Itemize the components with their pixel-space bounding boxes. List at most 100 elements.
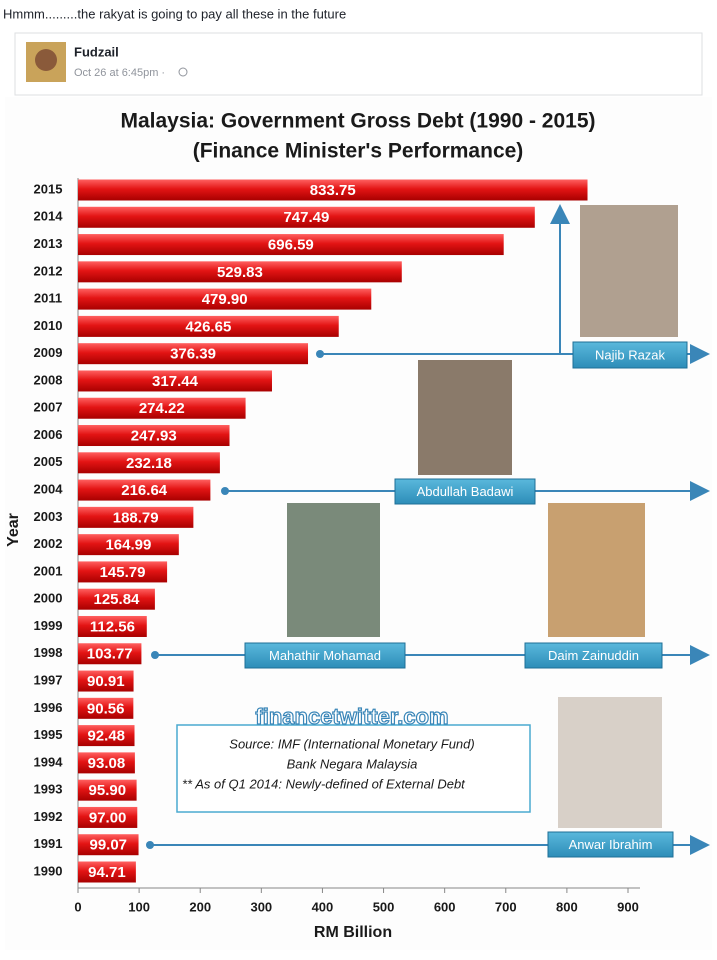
- bar: [78, 288, 372, 310]
- y-tick-label: 2013: [34, 236, 63, 251]
- y-axis-label: Year: [5, 513, 22, 547]
- bar: [78, 343, 309, 365]
- bar: [78, 861, 136, 883]
- y-tick-label: 1990: [34, 863, 63, 878]
- bar: [78, 670, 134, 692]
- name-box: [394, 478, 536, 505]
- x-axis-label: RM Billion: [314, 924, 392, 941]
- value-label: 112.56: [90, 618, 135, 635]
- photo-anwar: [558, 697, 662, 828]
- arrow-dot: [146, 841, 154, 849]
- value-label: 247.93: [131, 427, 177, 444]
- annotations: [146, 204, 710, 855]
- source-line: Source: IMF (International Monetary Fund…: [229, 736, 474, 751]
- value-label: 103.77: [87, 646, 133, 663]
- y-tick-label: 2012: [34, 263, 63, 278]
- y-tick-label: 2005: [34, 454, 63, 469]
- x-tick-label: 100: [128, 899, 150, 914]
- value-label: 93.08: [88, 755, 126, 772]
- y-tick-label: 2010: [34, 318, 63, 333]
- bar: [78, 315, 339, 337]
- annotation: Anwar Ibrahim: [569, 837, 653, 852]
- value-label: 125.84: [94, 591, 141, 608]
- x-tick-label: 600: [434, 899, 456, 914]
- name-box: [547, 831, 674, 858]
- chart-title: Malaysia: Government Gross Debt (1990 - …: [120, 110, 595, 133]
- y-tick-label: 2000: [34, 591, 63, 606]
- x-tick-label: 900: [617, 899, 639, 914]
- arrow-dot: [221, 487, 229, 495]
- bar: [78, 697, 134, 719]
- value-label: 696.59: [268, 237, 314, 254]
- y-tick-label: 2002: [34, 536, 63, 551]
- annotation: Daim Zainuddin: [548, 648, 639, 663]
- author-name[interactable]: Fudzail: [74, 44, 119, 59]
- value-label: 216.64: [121, 482, 168, 499]
- value-label: 164.99: [105, 537, 151, 554]
- bar: [78, 534, 179, 556]
- y-tick-label: 1992: [34, 809, 63, 824]
- y-tick-label: 2009: [34, 345, 63, 360]
- y-tick-label: 2015: [34, 181, 63, 196]
- value-label: 747.49: [283, 209, 329, 226]
- value-label: 833.75: [310, 182, 356, 199]
- value-label: 426.65: [185, 318, 231, 335]
- x-tick-label: 200: [189, 899, 211, 914]
- bar: [78, 506, 194, 528]
- y-tick-label: 2006: [34, 427, 63, 442]
- value-label: 90.91: [87, 673, 125, 690]
- value-label: 274.22: [139, 400, 185, 417]
- arrow-dot: [316, 350, 324, 358]
- source-line: ** As of Q1 2014: Newly-defined of Exter…: [182, 776, 466, 791]
- name-box: [572, 341, 688, 369]
- y-tick-label: 2003: [34, 509, 63, 524]
- bar: [78, 834, 139, 856]
- photo-abdullah: [418, 360, 512, 475]
- y-tick-label: 2007: [34, 400, 63, 415]
- watermark: financetwitter.com: [255, 704, 448, 729]
- y-tick-label: 1996: [34, 700, 63, 715]
- value-label: 145.79: [100, 564, 146, 581]
- y-tick-label: 2014: [34, 209, 64, 224]
- bar: [78, 234, 504, 256]
- value-label: 376.39: [170, 346, 216, 363]
- privacy-icon: [178, 67, 188, 77]
- bar: [78, 452, 220, 474]
- x-tick-label: 300: [250, 899, 272, 914]
- timestamp[interactable]: Oct 26 at 6:45pm ·: [74, 67, 165, 79]
- bar: [78, 643, 142, 665]
- y-tick-label: 1995: [34, 727, 63, 742]
- x-tick-label: 400: [312, 899, 334, 914]
- bar: [78, 370, 272, 392]
- name-box: [524, 642, 663, 669]
- y-tick-label: 1994: [34, 754, 64, 769]
- bar: [78, 615, 147, 637]
- bar: [78, 588, 155, 610]
- bar: [78, 752, 135, 774]
- photo-daim: [548, 503, 645, 637]
- x-tick-label: 700: [495, 899, 517, 914]
- y-tick-label: 1998: [34, 645, 63, 660]
- y-tick-label: 1991: [34, 836, 63, 851]
- y-tick-label: 2008: [34, 372, 63, 387]
- bar: [78, 261, 402, 283]
- bar: [78, 725, 135, 747]
- bar: [78, 397, 246, 419]
- value-label: 94.71: [88, 864, 126, 881]
- avatar-face: [35, 49, 57, 71]
- bar: [78, 425, 230, 447]
- bar: [78, 179, 588, 201]
- value-label: 90.56: [87, 700, 125, 717]
- annotation: Mahathir Mohamad: [269, 648, 381, 663]
- x-tick-label: 0: [74, 899, 81, 914]
- value-label: 99.07: [89, 837, 127, 854]
- photo-mahathir: [287, 503, 380, 637]
- bar: [78, 806, 138, 828]
- annotation: Abdullah Badawi: [417, 484, 514, 499]
- bar: [78, 206, 535, 228]
- annotation: Najib Razak: [595, 347, 666, 362]
- value-label: 95.90: [89, 782, 127, 799]
- y-tick-label: 2001: [34, 563, 63, 578]
- y-tick-label: 1993: [34, 782, 63, 797]
